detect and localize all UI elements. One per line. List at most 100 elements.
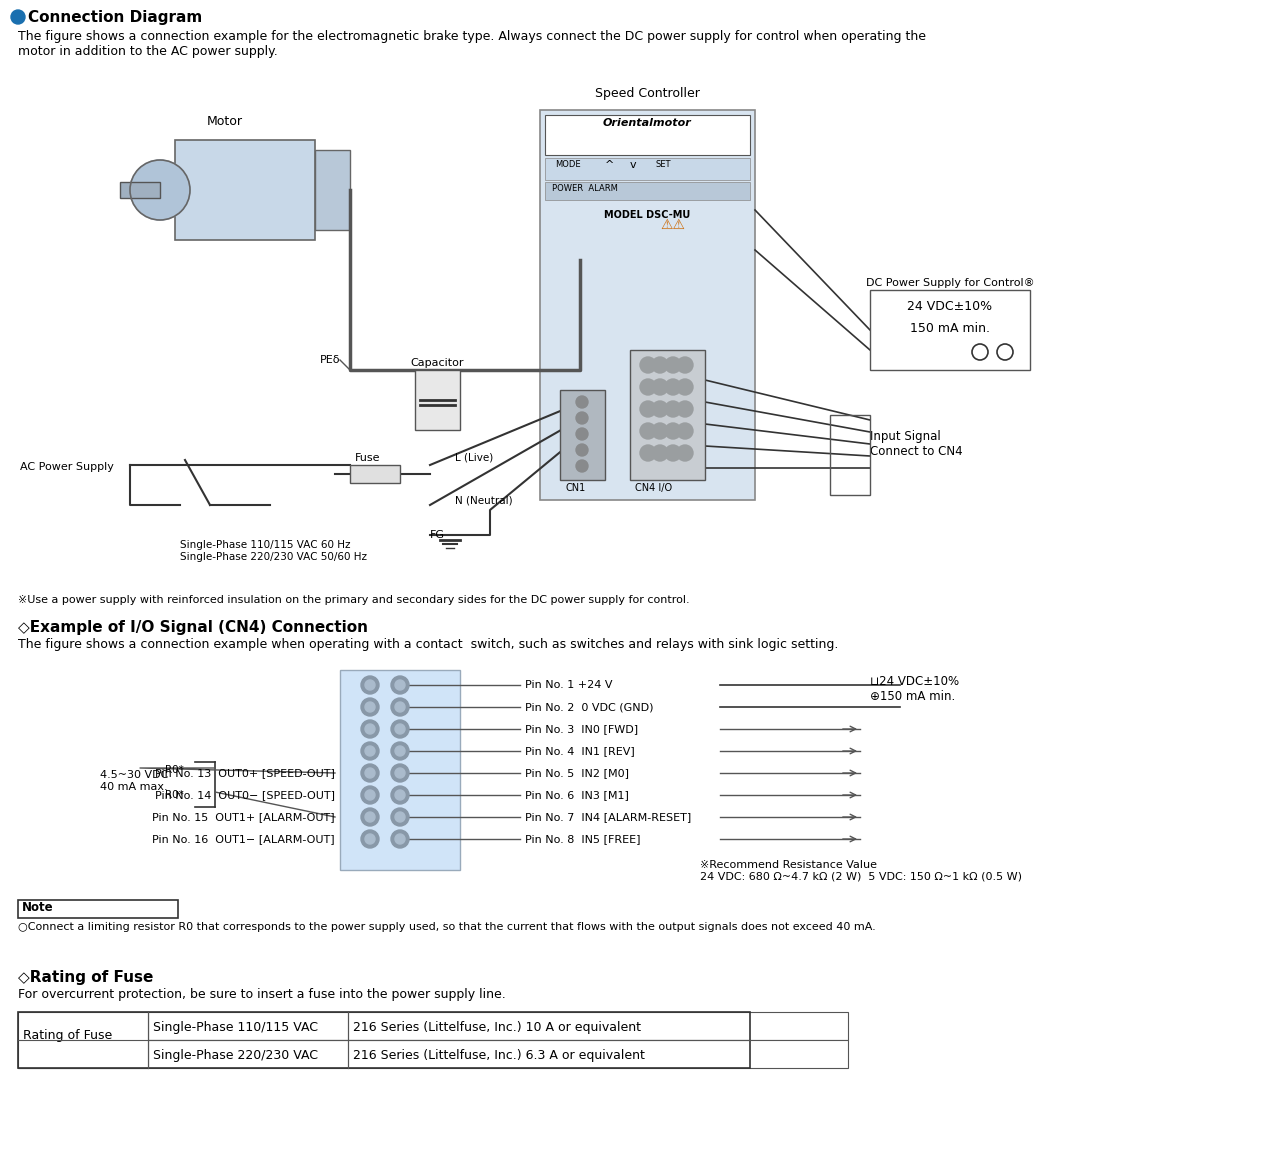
Circle shape <box>361 764 379 782</box>
Bar <box>630 350 705 480</box>
Circle shape <box>576 461 588 472</box>
Bar <box>100 759 189 809</box>
Circle shape <box>677 445 692 461</box>
Bar <box>545 158 750 180</box>
Text: Pin No. 8  IN5 [FREE]: Pin No. 8 IN5 [FREE] <box>525 834 640 844</box>
Text: Speed Controller: Speed Controller <box>595 87 699 100</box>
Text: R0*: R0* <box>165 790 184 800</box>
Circle shape <box>396 680 404 690</box>
Circle shape <box>652 357 668 373</box>
Text: Single-Phase 220/230 VAC: Single-Phase 220/230 VAC <box>154 1049 317 1062</box>
Circle shape <box>365 812 375 822</box>
Bar <box>545 181 750 200</box>
Circle shape <box>12 10 26 24</box>
Text: Input Signal
Connect to CN4: Input Signal Connect to CN4 <box>870 430 963 458</box>
Circle shape <box>390 764 410 782</box>
Text: 150 mA min.: 150 mA min. <box>910 322 989 335</box>
Circle shape <box>365 745 375 756</box>
Circle shape <box>666 379 681 395</box>
Text: Single-Phase 110/115 VAC 60 Hz
Single-Phase 220/230 VAC 50/60 Hz: Single-Phase 110/115 VAC 60 Hz Single-Ph… <box>180 540 367 562</box>
Circle shape <box>576 395 588 408</box>
Circle shape <box>361 830 379 848</box>
Text: Pin No. 1 +24 V: Pin No. 1 +24 V <box>525 680 613 690</box>
Text: SET: SET <box>655 160 671 169</box>
Text: Motor: Motor <box>207 115 243 128</box>
Text: Single-Phase 110/115 VAC: Single-Phase 110/115 VAC <box>154 1021 317 1034</box>
Text: 4.5~30 VDC
40 mA max.: 4.5~30 VDC 40 mA max. <box>100 770 169 792</box>
Circle shape <box>390 676 410 694</box>
Bar <box>349 465 399 483</box>
Circle shape <box>576 428 588 440</box>
Circle shape <box>972 344 988 361</box>
Text: AC Power Supply: AC Power Supply <box>20 462 114 472</box>
Text: Pin No. 7  IN4 [ALARM-RESET]: Pin No. 7 IN4 [ALARM-RESET] <box>525 812 691 822</box>
Bar <box>870 290 1030 370</box>
Text: Capacitor: Capacitor <box>410 358 463 368</box>
Text: CN4 I/O: CN4 I/O <box>635 483 672 493</box>
Text: ※Recommend Resistance Value
24 VDC: 680 Ω~4.7 kΩ (2 W)  5 VDC: 150 Ω~1 kΩ (0.5 W: ※Recommend Resistance Value 24 VDC: 680 … <box>700 859 1021 882</box>
Text: 216 Series (Littelfuse, Inc.) 6.3 A or equivalent: 216 Series (Littelfuse, Inc.) 6.3 A or e… <box>353 1049 645 1062</box>
Circle shape <box>365 790 375 800</box>
Circle shape <box>396 768 404 778</box>
Bar <box>540 110 755 500</box>
Bar <box>545 115 750 155</box>
Text: For overcurrent protection, be sure to insert a fuse into the power supply line.: For overcurrent protection, be sure to i… <box>18 989 506 1001</box>
Circle shape <box>677 379 692 395</box>
Circle shape <box>365 680 375 690</box>
Text: ⚠⚠: ⚠⚠ <box>660 217 685 231</box>
Circle shape <box>640 401 657 418</box>
Text: 216 Series (Littelfuse, Inc.) 10 A or equivalent: 216 Series (Littelfuse, Inc.) 10 A or eq… <box>353 1021 641 1034</box>
Circle shape <box>576 444 588 456</box>
Text: +: + <box>977 345 987 358</box>
Text: Rating of Fuse: Rating of Fuse <box>23 1028 113 1042</box>
Text: ○Connect a limiting resistor R0 that corresponds to the power supply used, so th: ○Connect a limiting resistor R0 that cor… <box>18 922 876 932</box>
Circle shape <box>677 401 692 418</box>
Circle shape <box>640 379 657 395</box>
Text: Pin No. 3  IN0 [FWD]: Pin No. 3 IN0 [FWD] <box>525 725 639 734</box>
Text: Pin No. 15  OUT1+ [ALARM-OUT]: Pin No. 15 OUT1+ [ALARM-OUT] <box>152 812 335 822</box>
Text: Fuse: Fuse <box>355 454 380 463</box>
Circle shape <box>390 830 410 848</box>
Circle shape <box>365 702 375 712</box>
Circle shape <box>396 725 404 734</box>
Text: The figure shows a connection example when operating with a contact  switch, suc: The figure shows a connection example wh… <box>18 638 838 651</box>
Text: Orientalmotor: Orientalmotor <box>603 117 691 128</box>
Circle shape <box>666 423 681 438</box>
Circle shape <box>677 357 692 373</box>
Text: Note: Note <box>22 901 54 914</box>
Bar <box>18 1040 849 1068</box>
Bar <box>18 1012 148 1068</box>
Text: MODEL DSC-MU: MODEL DSC-MU <box>604 211 690 220</box>
Circle shape <box>396 812 404 822</box>
Text: Connection Diagram: Connection Diagram <box>28 10 202 24</box>
Text: ⊔24 VDC±10%
⊕150 mA min.: ⊔24 VDC±10% ⊕150 mA min. <box>870 675 959 702</box>
Circle shape <box>666 357 681 373</box>
Bar <box>18 1012 849 1040</box>
Text: Pin No. 4  IN1 [REV]: Pin No. 4 IN1 [REV] <box>525 745 635 756</box>
Circle shape <box>365 725 375 734</box>
Bar <box>120 181 160 198</box>
Text: v: v <box>630 160 636 170</box>
Bar <box>18 900 178 918</box>
Text: Pin No. 13  OUT0+ [SPEED-OUT]: Pin No. 13 OUT0+ [SPEED-OUT] <box>155 768 335 778</box>
Text: L (Live): L (Live) <box>454 452 493 462</box>
Circle shape <box>361 808 379 826</box>
Text: ^: ^ <box>605 160 614 170</box>
Circle shape <box>640 357 657 373</box>
Bar <box>340 670 460 870</box>
Circle shape <box>677 423 692 438</box>
Circle shape <box>365 834 375 844</box>
Bar <box>315 150 349 230</box>
Circle shape <box>361 676 379 694</box>
Circle shape <box>131 160 189 220</box>
Text: N (Neutral): N (Neutral) <box>454 495 512 505</box>
Circle shape <box>666 445 681 461</box>
Text: POWER  ALARM: POWER ALARM <box>552 184 618 193</box>
Circle shape <box>365 768 375 778</box>
Text: 24 VDC±10%: 24 VDC±10% <box>908 300 992 313</box>
Circle shape <box>390 808 410 826</box>
Circle shape <box>396 745 404 756</box>
Circle shape <box>390 698 410 716</box>
Text: Pin No. 6  IN3 [M1]: Pin No. 6 IN3 [M1] <box>525 790 628 800</box>
Circle shape <box>652 401 668 418</box>
